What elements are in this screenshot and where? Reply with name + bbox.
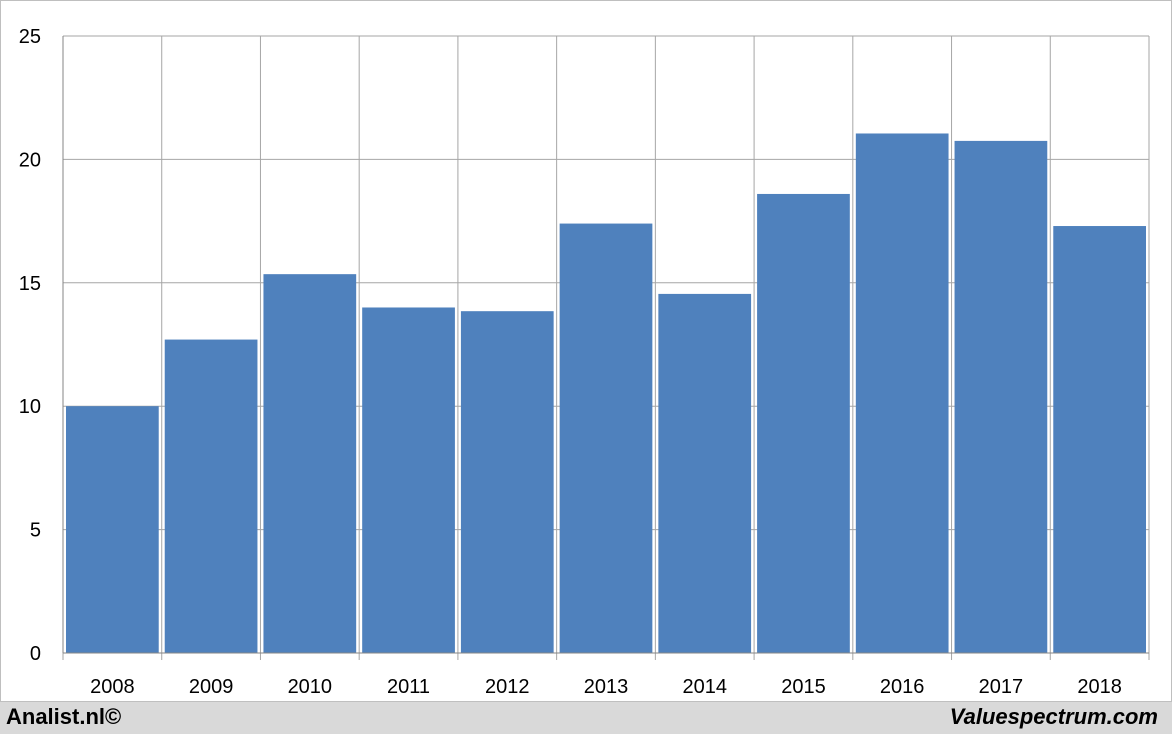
y-tick-label: 5 — [30, 520, 41, 542]
footer-brand-right: Valuespectrum.com — [949, 704, 1158, 729]
x-tick-label: 2015 — [781, 676, 826, 698]
x-tick-label: 2013 — [584, 676, 629, 698]
x-tick-label: 2008 — [90, 676, 135, 698]
bar-chart: 0 5 10 15 20 25 2008 2009 2010 2011 2012 2013 2014 20… — [19, 26, 1150, 698]
y-tick-label: 0 — [30, 643, 41, 665]
bar — [855, 133, 949, 654]
x-tick-label: 2018 — [1077, 676, 1122, 698]
x-tick-label: 2016 — [880, 676, 925, 698]
footer: Analist.nl© Valuespectrum.com — [0, 702, 1172, 734]
bar — [460, 311, 554, 653]
bar — [658, 293, 752, 653]
y-tick-label: 20 — [19, 149, 41, 171]
grid-layer — [62, 35, 1150, 660]
x-tick-label: 2010 — [288, 676, 333, 698]
bar — [164, 339, 258, 653]
y-tick-label: 10 — [19, 396, 41, 418]
bar — [559, 223, 653, 653]
x-tick-label: 2012 — [485, 676, 530, 698]
labels-layer: 0 5 10 15 20 25 2008 2009 2010 2011 2012 2013 2014 20… — [19, 26, 1122, 698]
bar — [263, 274, 357, 653]
bar — [1053, 226, 1146, 653]
x-tick-label: 2017 — [979, 676, 1024, 698]
x-tick-label: 2014 — [682, 676, 727, 698]
chart-frame: 0 5 10 15 20 25 2008 2009 2010 2011 2012 2013 2014 20… — [0, 0, 1172, 702]
y-tick-label: 15 — [19, 273, 41, 295]
bar — [954, 140, 1048, 653]
y-tick-label: 25 — [19, 26, 41, 48]
bar — [757, 193, 850, 653]
bar — [66, 406, 159, 653]
x-tick-label: 2011 — [387, 676, 430, 698]
axis-layer — [62, 36, 1149, 654]
x-tick-label: 2009 — [189, 676, 234, 698]
footer-brand-left: Analist.nl© — [6, 704, 122, 729]
bar — [362, 307, 455, 653]
bars-layer — [66, 133, 1146, 654]
